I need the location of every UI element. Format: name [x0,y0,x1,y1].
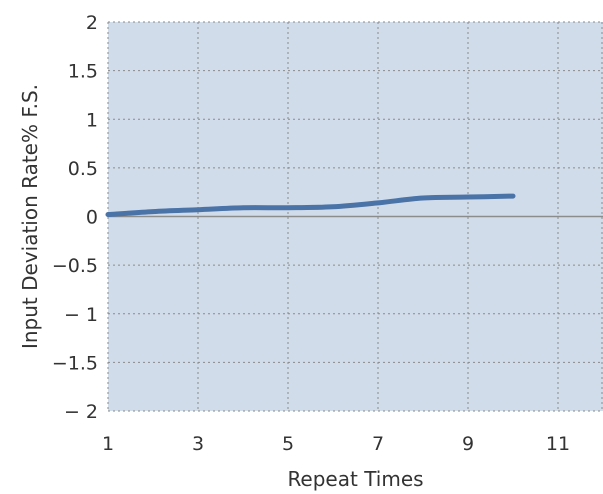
y-axis-title: Input Deviation Rate% F.S. [18,84,42,349]
y-tick-label: 0 [86,207,98,229]
x-axis-title: Repeat Times [287,467,423,491]
x-tick-label: 11 [546,433,570,455]
y-tick-label: 1.5 [68,61,98,83]
x-tick-label: 9 [462,433,474,455]
y-tick-label: 2 [86,12,98,34]
y-tick-label: −0.5 [52,255,98,277]
y-axis-ticks: 2 1.5 1 0.5 0 −0.5 − 1 −1.5 − 2 [52,12,98,423]
x-tick-label: 1 [102,433,114,455]
y-tick-label: − 1 [64,304,98,326]
x-tick-label: 5 [282,433,294,455]
series-line [105,193,516,218]
x-tick-label: 3 [192,433,204,455]
y-tick-label: − 2 [64,401,98,423]
y-tick-label: −1.5 [52,352,98,374]
x-tick-label: 7 [372,433,384,455]
series-layer [105,193,516,218]
y-tick-label: 1 [86,109,98,131]
y-tick-label: 0.5 [68,158,98,180]
x-axis-ticks: 1 3 5 7 9 11 [102,433,570,455]
